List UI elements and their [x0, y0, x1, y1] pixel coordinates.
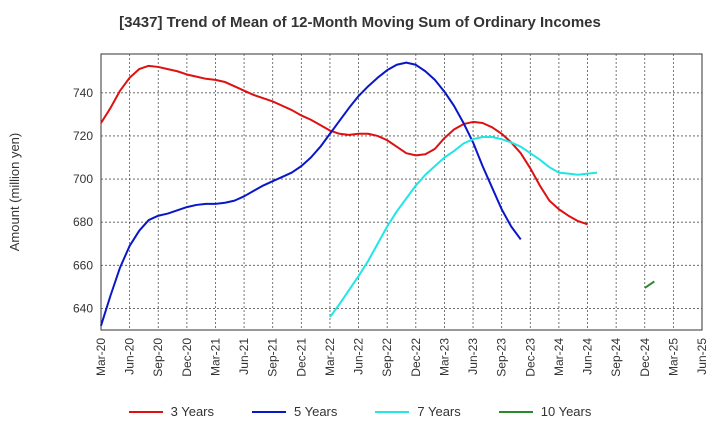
x-tick-label: Dec-20 [180, 338, 194, 377]
chart-title: [3437] Trend of Mean of 12-Month Moving … [119, 14, 601, 31]
legend-item-7-years: 7 Years [375, 404, 461, 419]
legend-swatch [375, 410, 410, 413]
x-tick-label: Sep-23 [495, 338, 509, 377]
legend-label: 7 Years [417, 404, 461, 419]
x-tick-label: Jun-21 [237, 338, 251, 375]
x-tick-label: Jun-23 [466, 338, 480, 375]
y-tick-label: 700 [73, 172, 93, 186]
legend-item-10-years: 10 Years [498, 404, 592, 419]
y-tick-label: 720 [73, 129, 93, 143]
x-tick-label: Jun-24 [581, 338, 595, 375]
x-tick-label: Sep-24 [609, 338, 623, 377]
x-tick-label: Dec-23 [523, 338, 537, 377]
legend-swatch [128, 410, 163, 413]
x-tick-label: Mar-22 [323, 338, 337, 376]
x-tick-label: Mar-25 [666, 338, 680, 376]
x-tick-label: Dec-22 [409, 338, 423, 377]
y-gridlines [101, 92, 702, 309]
y-tick-labels: 640 660 680 700 720 740 [73, 86, 93, 316]
x-tick-label: Mar-24 [552, 338, 566, 376]
x-tick-label: Mar-20 [94, 338, 108, 376]
legend-item-3-years: 3 Years [128, 404, 214, 419]
x-tick-label: Sep-21 [266, 338, 280, 377]
x-tick-label: Mar-21 [208, 338, 222, 376]
y-tick-label: 660 [73, 258, 93, 272]
legend-swatch [252, 410, 286, 413]
x-tick-labels: Mar-20 Jun-20 Sep-20 Dec-20 Mar-21 Jun-21 Sep-… [94, 338, 709, 377]
y-axis-label: Amount (million yen) [7, 133, 22, 252]
legend-label: 10 Years [540, 404, 592, 419]
legend-swatch [498, 410, 533, 413]
series-line-7-years [329, 136, 598, 318]
series-line-5-years [100, 61, 522, 326]
x-tick-label: Dec-21 [294, 338, 308, 377]
series-line-3-years [100, 64, 588, 226]
x-tick-label: Sep-22 [380, 338, 394, 377]
y-tick-label: 740 [73, 86, 93, 100]
x-tick-label: Sep-20 [151, 338, 165, 377]
plot-area [100, 53, 703, 331]
legend-label: 3 Years [170, 404, 214, 419]
x-gridlines [129, 54, 674, 330]
x-tick-label: Jun-22 [352, 338, 366, 375]
series-line-10-years [644, 280, 655, 289]
x-tick-label: Mar-23 [437, 338, 451, 376]
legend-label: 5 Years [294, 404, 338, 419]
x-tick-label: Jun-20 [123, 338, 137, 375]
legend-item-5-years: 5 Years [252, 404, 337, 419]
x-tick-label: Dec-24 [638, 338, 652, 377]
y-tick-label: 640 [73, 301, 93, 315]
x-tick-label: Jun-25 [695, 338, 709, 375]
series-lines [100, 61, 655, 326]
legend: 3 Years 5 Years 7 Years 10 Years [0, 404, 720, 419]
y-tick-label: 680 [73, 215, 93, 229]
